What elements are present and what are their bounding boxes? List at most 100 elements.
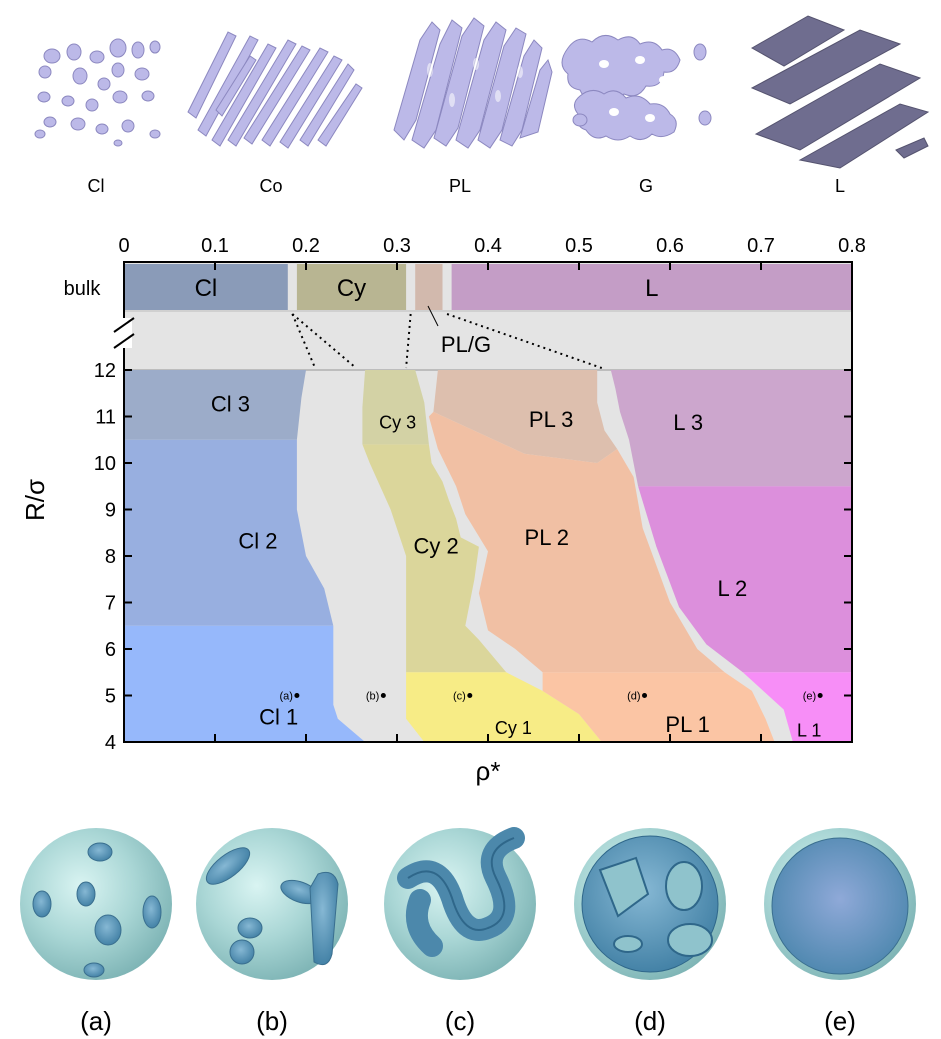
top-panel-pl: PL <box>393 17 553 196</box>
region-l-2 <box>638 486 852 673</box>
bottom-panel-c-label: (c) <box>445 1006 475 1036</box>
bulk-region-pl-g <box>415 264 443 310</box>
x-tick-label: 0.1 <box>201 235 229 257</box>
bulk-connectors <box>291 313 603 369</box>
point-label: (a) <box>279 691 292 703</box>
pl-g-pointer <box>427 305 439 327</box>
region-label-l-2: L 2 <box>718 576 748 601</box>
sample-points: (a) (b) (c) (d) (e) <box>279 691 823 703</box>
sphere-clusters-in-sphere-icon <box>20 828 172 980</box>
region-label-cy-3: Cy 3 <box>379 412 416 432</box>
region-l-3 <box>610 370 852 487</box>
axis-break-mark <box>113 317 135 349</box>
point-a <box>294 693 300 698</box>
region-label-cl-1: Cl 1 <box>259 704 298 729</box>
y-tick-label: 8 <box>105 546 116 568</box>
connector-1 <box>291 313 357 369</box>
point-label: (e) <box>803 691 816 703</box>
region-pl-2 <box>428 411 725 673</box>
region-cy-2 <box>362 444 507 673</box>
bottom-panel-a-label: (a) <box>80 1006 112 1036</box>
region-cl-2 <box>124 439 334 626</box>
top-panel-l-label: L <box>835 176 845 196</box>
x-tick-label: 0.5 <box>565 235 593 257</box>
bottom-panel-b: (b) <box>196 828 348 1036</box>
top-panel-g-label: G <box>639 176 653 196</box>
y-axis-label: R/σ <box>20 479 50 521</box>
x-tick-label: 0.8 <box>838 235 866 257</box>
y-tick-label: 9 <box>105 500 116 522</box>
bulk-region-label: L <box>645 275 658 302</box>
region-cl-3 <box>124 370 306 440</box>
region-label-l-1: L 1 <box>797 721 821 741</box>
bulk-region-cy <box>296 264 407 310</box>
x-tick-label: 0.6 <box>656 235 684 257</box>
region-label-cy-2: Cy 2 <box>413 534 458 559</box>
region-pl-1 <box>542 672 775 742</box>
top-panel-cl-label: Cl <box>88 176 105 196</box>
region-l-1 <box>742 672 852 742</box>
y-tick-label: 5 <box>105 686 116 708</box>
gyroid-icon <box>561 35 712 141</box>
y-tick-label: 6 <box>105 639 116 661</box>
region-label-pl-2: PL 2 <box>525 525 569 550</box>
region-cl-1 <box>124 625 366 742</box>
axes: 0 0.1 0.2 0.3 0.4 0.5 0.6 0.7 0.8 4 5 6 7 8 9 10 11 12 <box>94 235 866 754</box>
bottom-panel-e: (e) <box>764 828 916 1036</box>
y-tick-label: 7 <box>105 593 116 615</box>
x-axis-label: ρ* <box>476 756 501 786</box>
sphere-clusters-icon <box>34 38 161 147</box>
x-tick-label: 0 <box>118 235 129 257</box>
y-tick-label: 12 <box>94 360 116 382</box>
y-tick-label: 11 <box>95 407 116 429</box>
y-tick-label: 10 <box>94 453 116 475</box>
y-tick-label: 4 <box>105 732 116 754</box>
top-panel-co: Co <box>187 31 363 196</box>
bulk-region-label: Cl <box>195 275 218 302</box>
region-pl-3 <box>433 370 618 463</box>
connector-0 <box>291 313 317 369</box>
point-c <box>467 693 473 698</box>
bottom-panel-b-label: (b) <box>256 1006 288 1036</box>
bulk-region-l <box>451 264 852 310</box>
x-tick-label: 0.3 <box>383 235 411 257</box>
phase-diagram: Cl Cy L Cl 3 Cl 2 Cl 1 Cy 3 Cy 2 Cy 1 PL 3 PL 2 PL… <box>20 235 866 786</box>
region-label-cl-3: Cl 3 <box>211 391 250 416</box>
point-d <box>642 693 648 698</box>
lamellae-icon <box>750 15 930 169</box>
region-label-pl-1: PL 1 <box>665 712 709 737</box>
top-panel-co-label: Co <box>259 176 282 196</box>
point-label: (d) <box>627 691 640 703</box>
region-label-l-3: L 3 <box>673 410 703 435</box>
bottom-panel-a: (a) <box>20 828 172 1036</box>
x-tick-label: 0.4 <box>474 235 502 257</box>
bottom-panel-d-label: (d) <box>634 1006 666 1036</box>
top-panel-cl: Cl <box>34 38 161 196</box>
region-label-cy-1: Cy 1 <box>495 718 532 738</box>
bottom-panel-d: (d) <box>574 828 726 1036</box>
pl-g-label: PL/G <box>441 332 491 357</box>
top-panel-g: G <box>561 35 712 196</box>
bulk-label: bulk <box>64 278 102 300</box>
bulk-row: Cl Cy L <box>124 264 852 371</box>
bottom-panel-e-label: (e) <box>824 1006 856 1036</box>
region-cy-3 <box>362 370 429 445</box>
bulk-region-label: Cy <box>337 275 366 302</box>
point-label: (b) <box>366 691 379 703</box>
region-label-cl-2: Cl 2 <box>238 529 277 554</box>
x-tick-label: 0.2 <box>292 235 320 257</box>
top-panel-l: L <box>750 15 930 196</box>
bulk-region-cl <box>124 264 288 310</box>
bottom-panel-c: (c) <box>384 827 536 1036</box>
region-label-pl-3: PL 3 <box>529 407 573 432</box>
point-label: (c) <box>453 691 466 703</box>
perforated-lamellae-icon <box>393 17 553 149</box>
columns-icon <box>187 31 363 149</box>
phase-regions: Cl 3 Cl 2 Cl 1 Cy 3 Cy 2 Cy 1 PL 3 PL 2 PL 1 L 3 L… <box>124 370 852 742</box>
point-b <box>380 693 386 698</box>
point-e <box>817 693 823 698</box>
top-panel-pl-label: PL <box>449 176 471 196</box>
region-cy-1 <box>406 672 602 742</box>
x-tick-label: 0.7 <box>747 235 775 257</box>
